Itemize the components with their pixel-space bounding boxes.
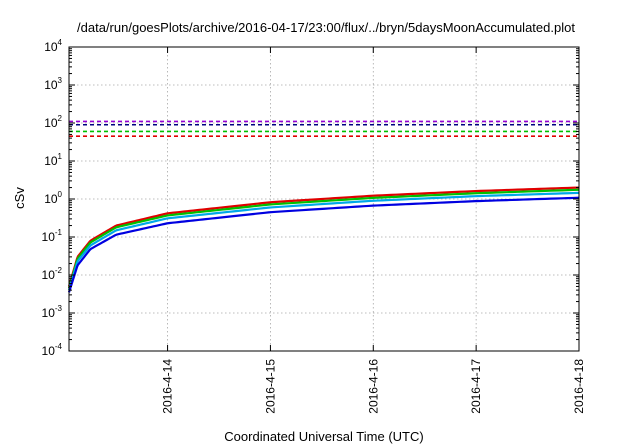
x-axis-label: Coordinated Universal Time (UTC) xyxy=(224,429,423,444)
y-tick-label: 104 xyxy=(44,38,62,54)
x-tick-label: 2016-4-18 xyxy=(572,359,586,414)
y-tick-label: 10-2 xyxy=(42,266,63,282)
threshold-lines xyxy=(69,120,579,137)
y-tick-label: 101 xyxy=(44,152,62,168)
x-tick-label: 2016-4-14 xyxy=(161,359,175,414)
x-tick-label: 2016-4-16 xyxy=(366,359,380,414)
y-axis-ticks: 10-4 10-3 10-2 10-1 100 101 102 103 104 xyxy=(42,38,579,358)
x-axis-ticks: 2016-4-14 2016-4-15 2016-4-16 2016-4-17 2016… xyxy=(161,47,586,414)
y-tick-label: 10-3 xyxy=(42,304,63,320)
y-tick-label: 100 xyxy=(44,190,62,206)
y-tick-label: 10-4 xyxy=(42,342,63,358)
series-line xyxy=(67,188,580,290)
series-line xyxy=(67,191,580,292)
y-tick-label: 102 xyxy=(44,114,62,130)
x-tick-label: 2016-4-17 xyxy=(469,359,483,414)
grid-lines xyxy=(69,47,579,351)
series-lines xyxy=(67,186,580,294)
y-axis-label: cSv xyxy=(12,187,27,209)
series-line xyxy=(67,186,580,288)
series-line xyxy=(67,196,580,294)
y-tick-label: 103 xyxy=(44,76,62,92)
chart-title: /data/run/goesPlots/archive/2016-04-17/2… xyxy=(77,20,575,35)
x-tick-label: 2016-4-15 xyxy=(263,359,277,414)
y-tick-label: 10-1 xyxy=(42,228,63,244)
